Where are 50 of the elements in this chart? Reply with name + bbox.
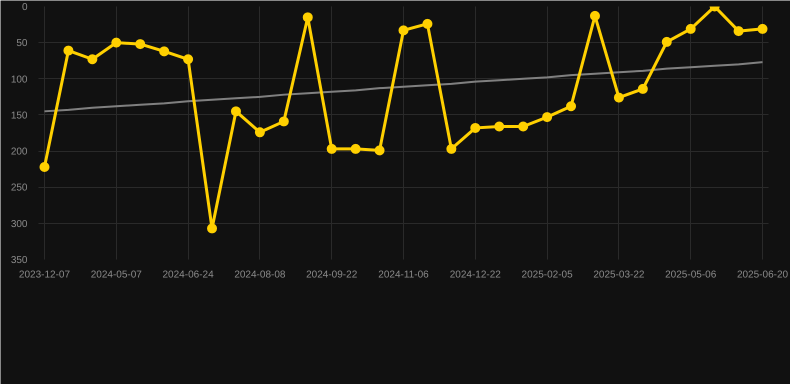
y-tick-label: 300 bbox=[10, 218, 28, 230]
x-tick-label: 2024-11-06 bbox=[378, 270, 430, 280]
x-tick-label: 2023-12-07 bbox=[18, 270, 70, 280]
point bbox=[302, 12, 313, 22]
point bbox=[326, 144, 337, 154]
point bbox=[63, 46, 74, 56]
point bbox=[135, 39, 146, 50]
point bbox=[662, 36, 672, 47]
point bbox=[39, 162, 50, 172]
line-series bbox=[43, 61, 764, 112]
point bbox=[494, 122, 504, 132]
x-tick-label: 2024-06-24 bbox=[162, 270, 214, 280]
x-tick-label: 2024-08-08 bbox=[234, 270, 286, 280]
point bbox=[183, 54, 194, 64]
point bbox=[518, 122, 528, 132]
point bbox=[111, 38, 122, 48]
point bbox=[278, 116, 289, 126]
x-tick-label: 2025-05-06 bbox=[665, 270, 717, 280]
y-tick-label: 350 bbox=[10, 255, 28, 266]
y-tick-label: 150 bbox=[10, 110, 28, 122]
point bbox=[254, 127, 265, 138]
point bbox=[207, 223, 218, 234]
x-tick-label: 2024-09-22 bbox=[306, 270, 358, 280]
x-tick-label: 2025-06-20 bbox=[736, 270, 789, 280]
point bbox=[542, 112, 552, 122]
y-tick-label: 0 bbox=[22, 2, 28, 13]
x-tick-label: 2025-03-22 bbox=[593, 270, 645, 280]
point bbox=[159, 46, 170, 56]
point bbox=[566, 101, 576, 112]
y-tick-label: 50 bbox=[16, 38, 28, 50]
y-tick-label: 200 bbox=[10, 146, 28, 158]
y-tick-label: 100 bbox=[10, 74, 28, 86]
x-tick-label: 2024-05-07 bbox=[90, 270, 142, 280]
point bbox=[590, 10, 600, 21]
point bbox=[638, 84, 648, 94]
point bbox=[398, 25, 408, 36]
point bbox=[758, 24, 768, 34]
x-tick-label: 2024-12-22 bbox=[450, 270, 502, 280]
point bbox=[350, 144, 361, 154]
point bbox=[374, 145, 385, 156]
point bbox=[446, 144, 456, 154]
y-tick-label: 250 bbox=[10, 182, 28, 194]
point bbox=[734, 26, 744, 36]
point bbox=[686, 24, 696, 34]
point bbox=[422, 18, 432, 29]
point bbox=[470, 122, 480, 133]
point bbox=[230, 106, 241, 116]
x-tick-label: 2025-02-05 bbox=[522, 270, 574, 280]
point bbox=[614, 92, 624, 103]
point bbox=[87, 54, 98, 64]
